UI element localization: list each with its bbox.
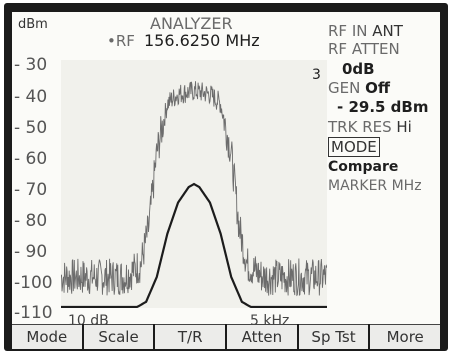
y-tick-label: - 70 — [14, 180, 48, 200]
live-trace — [61, 81, 327, 297]
softkey-more[interactable]: More — [370, 324, 441, 349]
rf-in-value: ANT — [372, 22, 403, 40]
trk-res-label: TRK RES — [328, 118, 392, 136]
mode-value: Compare — [328, 159, 399, 175]
reference-trace — [61, 182, 327, 308]
mode-field[interactable]: MODE — [328, 137, 380, 157]
screen-title: ANALYZER — [150, 14, 233, 33]
marker-label: MARKER MHz — [328, 178, 422, 194]
softkey-sp-tst[interactable]: Sp Tst — [298, 324, 369, 349]
rf-freq-prefix: •RF — [107, 32, 135, 50]
softkey-atten[interactable]: Atten — [227, 324, 297, 349]
rf-frequency: 156.6250 MHz — [144, 31, 260, 50]
gen-row: GEN Off — [328, 81, 390, 96]
trace-marker: 3 — [312, 67, 321, 83]
rf-in-row: RF IN ANT — [328, 24, 403, 39]
y-tick-label: - 60 — [14, 149, 48, 169]
gen-label: GEN — [328, 79, 361, 97]
rf-in-label: RF IN — [328, 22, 368, 40]
y-tick-label: -110 — [14, 303, 53, 323]
y-tick-label: - 80 — [14, 211, 48, 231]
softkey-mode[interactable]: Mode — [12, 324, 82, 349]
softkey-bar: Mode Scale T/R Atten Sp Tst More — [12, 324, 441, 349]
y-tick-label: - 50 — [14, 118, 48, 138]
y-tick-label: - 90 — [14, 242, 48, 262]
y-tick-label: -100 — [14, 273, 53, 293]
gen-value: Off — [365, 79, 391, 97]
y-tick-label: - 30 — [14, 55, 48, 75]
rf-atten-label: RF ATTEN — [328, 40, 400, 58]
y-tick-label: - 40 — [14, 87, 48, 107]
unit-label: dBm — [18, 17, 48, 32]
softkey-scale[interactable]: Scale — [83, 324, 154, 349]
softkey-tr[interactable]: T/R — [155, 324, 226, 349]
spectrum-plot — [61, 60, 327, 308]
rf-atten-value: 0dB — [342, 60, 375, 78]
trk-res-value: Hi — [396, 118, 412, 136]
gen-level: - 29.5 dBm — [337, 98, 429, 116]
analyzer-screen: dBm ANALYZER •RF 156.6250 MHz - 30 - 40 … — [12, 12, 440, 336]
trk-res-row: TRK RES Hi — [328, 120, 412, 135]
